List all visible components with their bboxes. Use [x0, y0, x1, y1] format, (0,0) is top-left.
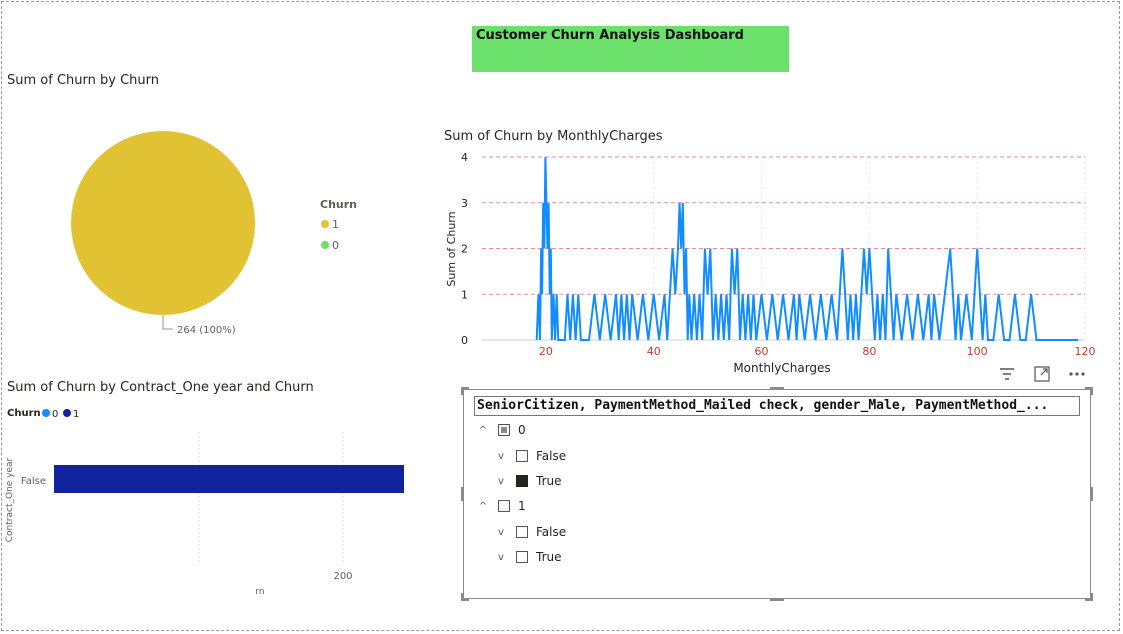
x-tick-label-120: 120	[1075, 345, 1096, 358]
y-tick-label-4: 4	[461, 151, 468, 164]
bar-legend-title: Churn	[7, 408, 41, 419]
bar-false-churn-1[interactable]	[54, 465, 404, 493]
resize-handle-tl-v[interactable]	[461, 387, 464, 395]
pie-legend-item-0[interactable]: 0	[321, 239, 339, 252]
resize-handle-tl[interactable]	[461, 387, 469, 390]
slicer-node-0[interactable]: ^ 0	[476, 420, 526, 440]
slicer-node-label: True	[536, 550, 562, 564]
slicer-node-0-true[interactable]: v True	[494, 471, 562, 491]
resize-handle-br[interactable]	[1085, 598, 1093, 601]
bar-legend-item-1[interactable]: 1	[63, 409, 79, 420]
bar-chart[interactable]: Churn 0 1 Contract_One year False 200 rn	[0, 400, 430, 605]
pie-legend-marker-0	[321, 241, 329, 249]
slicer-node-1[interactable]: ^ 1	[476, 496, 526, 516]
pie-label-leader	[162, 315, 173, 330]
bar-value-tick-200: 200	[333, 571, 352, 582]
bar-legend-label-0: 0	[52, 409, 58, 420]
checkbox[interactable]	[516, 526, 528, 538]
bar-category-axis-label: Contract_One year	[5, 457, 15, 542]
pie-legend-marker-1	[321, 220, 329, 228]
resize-handle-tr[interactable]	[1085, 387, 1093, 390]
bar-chart-title: Sum of Churn by Contract_One year and Ch…	[7, 380, 314, 395]
chevron-down-icon[interactable]: v	[498, 450, 504, 462]
slicer-node-label: False	[536, 449, 567, 463]
pie-chart-title: Sum of Churn by Churn	[7, 73, 159, 88]
resize-handle-bottom[interactable]	[770, 598, 784, 601]
x-tick-label-20: 20	[539, 345, 553, 358]
bar-legend-label-1: 1	[73, 409, 79, 420]
resize-handle-tr-v[interactable]	[1090, 387, 1093, 395]
checkbox-checked[interactable]	[516, 475, 528, 487]
resize-handle-bl[interactable]	[461, 598, 469, 601]
resize-handle-right[interactable]	[1090, 487, 1093, 501]
pie-chart[interactable]: 264 (100%) Churn 1 0	[40, 120, 400, 350]
x-tick-label-80: 80	[862, 345, 876, 358]
pie-slice-1[interactable]	[71, 131, 255, 315]
bar-category-label-false: False	[21, 476, 46, 487]
slicer-node-1-false[interactable]: v False	[494, 522, 566, 542]
pie-legend-item-1[interactable]: 1	[321, 218, 339, 231]
bar-legend-marker-1	[63, 409, 71, 417]
slicer-node-1-true[interactable]: v True	[494, 547, 562, 567]
resize-handle-top[interactable]	[770, 387, 784, 390]
chevron-up-icon[interactable]: ^	[478, 424, 488, 436]
pie-slice-label: 264 (100%)	[177, 325, 236, 336]
resize-handle-bl-v[interactable]	[461, 593, 464, 601]
line-chart-xlabel: MonthlyCharges	[733, 361, 830, 375]
chevron-down-icon[interactable]: v	[498, 551, 504, 563]
checkbox[interactable]	[516, 450, 528, 462]
line-chart-ylabel: Sum of Churn	[445, 211, 458, 286]
slicer-node-label: False	[536, 525, 567, 539]
x-tick-label-100: 100	[967, 345, 988, 358]
bar-value-axis-label: rn	[255, 587, 264, 597]
slicer-node-label: 1	[518, 499, 526, 513]
pie-legend-label-1: 1	[332, 218, 339, 231]
resize-handle-br-v[interactable]	[1090, 593, 1093, 601]
checkbox-partial[interactable]	[498, 424, 510, 436]
filter-icon[interactable]	[998, 365, 1016, 383]
hierarchy-slicer[interactable]: SeniorCitizen, PaymentMethod_Mailed chec…	[463, 389, 1091, 599]
checkbox[interactable]	[498, 500, 510, 512]
bar-legend-item-0[interactable]: 0	[42, 409, 58, 420]
slicer-node-0-false[interactable]: v False	[494, 446, 566, 466]
slicer-header: SeniorCitizen, PaymentMethod_Mailed chec…	[474, 396, 1080, 416]
resize-handle-left[interactable]	[461, 487, 464, 501]
dashboard-title-text: Customer Churn Analysis Dashboard	[476, 28, 744, 43]
y-tick-label-0: 0	[461, 334, 468, 347]
chevron-up-icon[interactable]: ^	[478, 500, 488, 512]
chevron-down-icon[interactable]: v	[498, 475, 504, 487]
dashboard-title: Customer Churn Analysis Dashboard	[472, 26, 789, 72]
focus-mode-icon[interactable]	[1033, 365, 1051, 383]
bar-legend-marker-0	[42, 409, 50, 417]
y-tick-label-2: 2	[461, 243, 468, 256]
y-tick-label-1: 1	[461, 288, 468, 301]
more-options-icon[interactable]	[1068, 365, 1086, 383]
slicer-node-label: 0	[518, 423, 526, 437]
y-tick-label-3: 3	[461, 197, 468, 210]
x-tick-label-60: 60	[755, 345, 769, 358]
line-chart-ticks: 20 40 60 80 100 120 0 1 2 3 4	[461, 151, 1096, 358]
pie-legend-label-0: 0	[332, 239, 339, 252]
line-series-churn[interactable]	[535, 156, 1078, 341]
pie-legend-title: Churn	[320, 198, 357, 211]
x-tick-label-40: 40	[647, 345, 661, 358]
slicer-node-label: True	[536, 474, 562, 488]
checkbox[interactable]	[516, 551, 528, 563]
line-chart[interactable]: 20 40 60 80 100 120 0 1 2 3 4 MonthlyCharges Sum o…	[440, 145, 1100, 380]
line-chart-title: Sum of Churn by MonthlyCharges	[444, 129, 663, 144]
chevron-down-icon[interactable]: v	[498, 526, 504, 538]
